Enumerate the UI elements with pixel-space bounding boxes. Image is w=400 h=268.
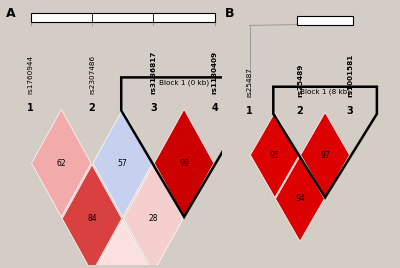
Text: 2: 2	[89, 103, 95, 113]
Text: rs1760944: rs1760944	[28, 55, 34, 94]
Bar	[31, 13, 215, 22]
Polygon shape	[250, 113, 299, 198]
Text: 62: 62	[56, 159, 66, 168]
Text: 97: 97	[320, 151, 330, 159]
Text: 3: 3	[150, 103, 157, 113]
Text: rs2307486: rs2307486	[89, 55, 95, 94]
Polygon shape	[124, 165, 183, 268]
Text: Block 1 (0 kb): Block 1 (0 kb)	[159, 79, 209, 86]
Polygon shape	[301, 113, 350, 198]
Text: rs1130409: rs1130409	[212, 51, 218, 94]
Text: 3: 3	[347, 106, 354, 116]
Polygon shape	[32, 109, 91, 217]
Text: 1: 1	[246, 106, 253, 116]
Text: 1: 1	[27, 103, 34, 113]
Text: A: A	[6, 7, 16, 20]
Text: 4: 4	[211, 103, 218, 113]
Text: B: B	[224, 7, 234, 20]
Text: rs1001581: rs1001581	[347, 54, 353, 97]
Text: 2: 2	[296, 106, 303, 116]
Text: 84: 84	[87, 214, 97, 223]
Text: 94: 94	[295, 194, 305, 203]
Polygon shape	[62, 165, 122, 268]
Text: rs25487: rs25487	[247, 67, 253, 97]
Text: rs3136817: rs3136817	[150, 50, 156, 94]
Text: 28: 28	[149, 214, 158, 223]
Text: 95: 95	[270, 151, 280, 159]
Text: rs25489: rs25489	[297, 64, 303, 97]
Polygon shape	[154, 109, 214, 217]
Text: 99: 99	[179, 159, 189, 168]
Text: Block 1 (8 kb): Block 1 (8 kb)	[300, 88, 350, 95]
Bar	[298, 16, 353, 25]
Text: 57: 57	[118, 159, 128, 168]
Polygon shape	[93, 109, 152, 217]
Polygon shape	[93, 220, 152, 268]
Polygon shape	[276, 156, 324, 241]
